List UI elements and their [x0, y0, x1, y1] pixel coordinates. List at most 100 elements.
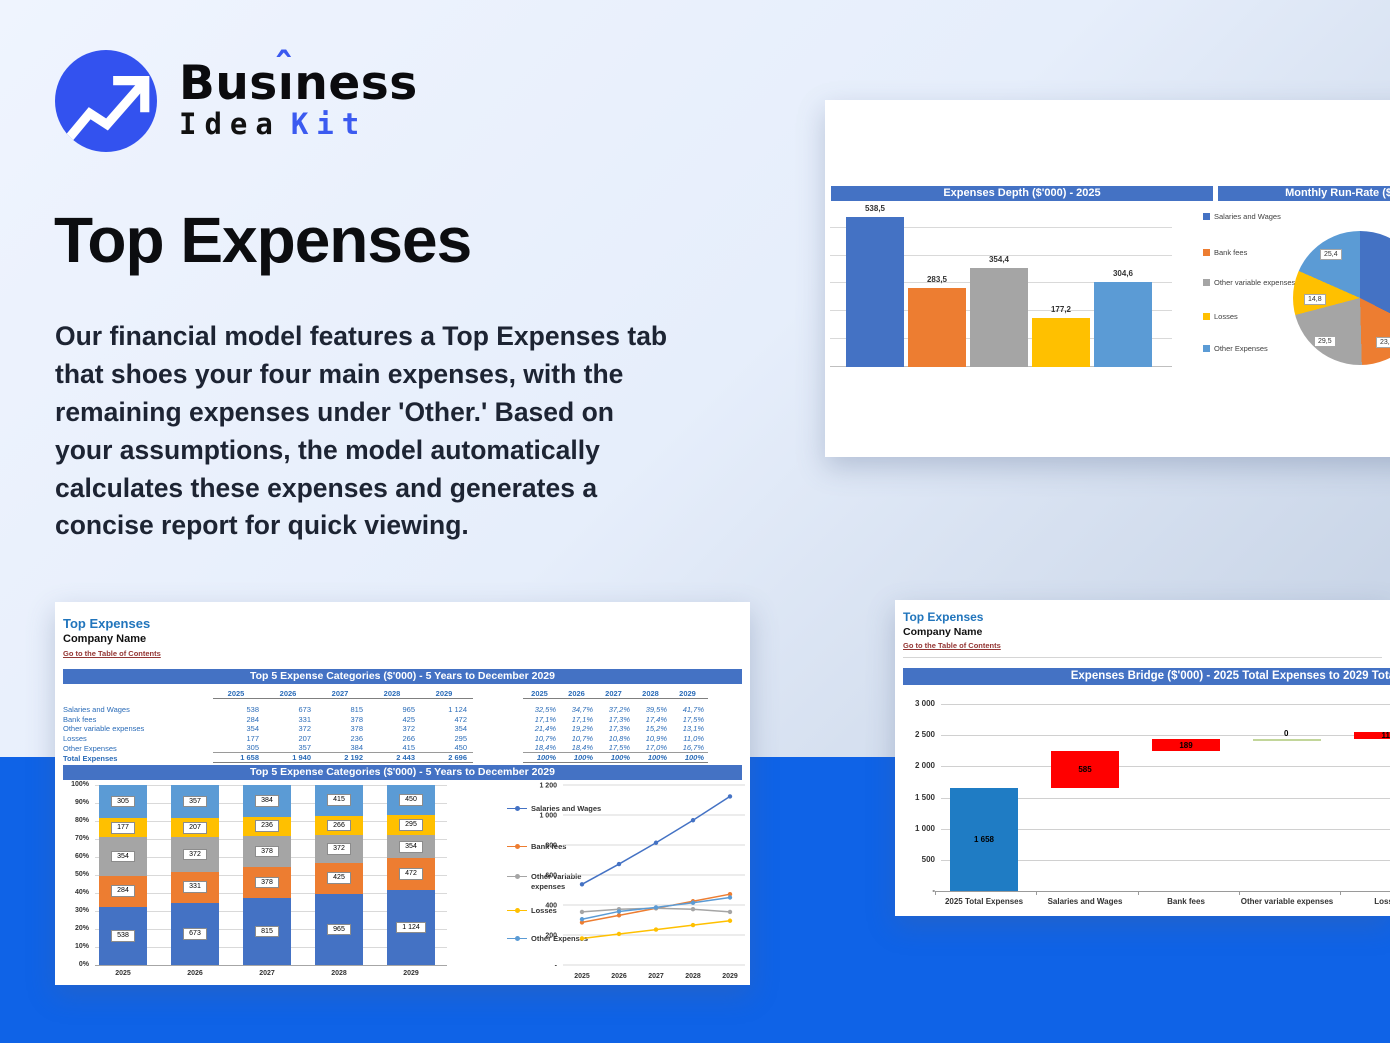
legend-dot [515, 936, 520, 941]
cell-value: 305 [213, 743, 265, 753]
bar-Other Expenses: 304,6 [1094, 269, 1152, 367]
brand-subtitle-idea: Idea [179, 107, 281, 141]
segment-Other Expenses: 357 [171, 785, 219, 819]
segment-data-label: 295 [399, 819, 423, 831]
y-tick-label: 10% [74, 943, 89, 950]
segment-data-label: 331 [183, 881, 207, 894]
segment-Other Expenses: 450 [387, 785, 435, 816]
cell-percent: 100% [634, 753, 671, 763]
cell-percent: 16,7% [671, 743, 708, 753]
stacked-bar-2029: 450 295 354 472 1 124 [387, 785, 435, 965]
table-of-contents-link[interactable]: Go to the Table of Contents [903, 641, 1001, 650]
cell-value: 372 [298, 724, 311, 734]
legend-item: Salaries and Wages [507, 804, 601, 814]
segment-Other variable expenses: 378 [243, 835, 291, 868]
pie-data-label: 23,6 [1376, 337, 1390, 348]
cell-value: 2 192 [317, 753, 369, 763]
cell-value: 284 [246, 714, 259, 724]
bar-data-label: 283,5 [926, 275, 948, 285]
waterfall-bar-2025 Total Expenses: 1 658 [950, 787, 1018, 891]
cell-percent: 2026 [560, 689, 597, 699]
cell-value: 378 [350, 724, 363, 734]
segment-Other Expenses: 384 [243, 785, 291, 817]
segment-Losses: 236 [243, 816, 291, 836]
legend-label: Other variable expenses [1214, 278, 1296, 287]
segment-data-label: 815 [255, 925, 279, 938]
cell-value: 2028 [369, 689, 421, 699]
sheet-title: Top Expenses [63, 616, 151, 631]
y-tick-label: 0% [78, 961, 89, 968]
bar-data-label: 0 [1284, 729, 1289, 739]
bar-data-label: 538,5 [864, 203, 886, 213]
pie-data-label: 29,5 [1314, 336, 1336, 347]
row-label: Other variable expenses [63, 724, 145, 734]
segment-Salaries and Wages: 965 [315, 893, 363, 965]
x-tick-label: 2025 [115, 970, 131, 977]
chart-title-banner: Top 5 Expense Categories ($'000) - 5 Yea… [63, 765, 742, 780]
x-tick-label: 2025 Total Expenses [944, 897, 1024, 906]
expense-table: 2025 2026 2027 2028 2029 2025 2026 2027 2028 2029… [63, 688, 735, 764]
gridline [941, 704, 1390, 705]
data-point [727, 909, 733, 915]
cell-value: 2029 [421, 689, 473, 699]
cell-value: 2 443 [369, 753, 421, 763]
bar-data-label: 354,4 [988, 255, 1010, 265]
cell-percent: 13,1% [682, 724, 704, 734]
cell-percent: 17,0% [634, 743, 671, 753]
segment-data-label: 357 [183, 795, 207, 808]
cell-value: 1 940 [265, 753, 317, 763]
y-tick-label: 60% [74, 853, 89, 860]
cell-value: 673 [298, 705, 311, 715]
page-description: Our financial model features a Top Expen… [55, 321, 668, 541]
cell-value: 357 [265, 743, 317, 753]
brand-name: Busı ˆ ness [179, 46, 418, 111]
y-tick-label: 80% [74, 817, 89, 824]
segment-data-label: 965 [327, 923, 351, 936]
cell-value: 372 [402, 724, 415, 734]
cell-value: 538 [246, 705, 259, 715]
cell-percent: 11,0% [683, 733, 704, 743]
axis-tick [1137, 891, 1139, 895]
pie-data-label: 14,8 [1304, 294, 1326, 305]
cell-value: 295 [454, 733, 467, 743]
bar-Bank fees: 283,5 [908, 275, 966, 367]
x-tick-label: 2029 [722, 973, 738, 980]
segment-Salaries and Wages: 1 124 [387, 889, 435, 965]
cell-percent: 17,1% [571, 714, 593, 724]
stacked-bar-2027: 384 236 378 378 815 [243, 785, 291, 965]
legend-label: Losses [1214, 312, 1238, 321]
table-of-contents-link[interactable]: Go to the Table of Contents [63, 649, 161, 658]
cell-value: 177 [246, 733, 259, 743]
segment-Bank fees: 425 [315, 862, 363, 894]
segment-Bank fees: 331 [171, 871, 219, 903]
cell-percent: 17,5% [597, 743, 634, 753]
cell-value: 2027 [317, 689, 369, 699]
legend-label: Other variable expenses [531, 872, 582, 892]
divider [903, 657, 1382, 658]
cell-percent: 41,7% [682, 705, 704, 715]
segment-data-label: 538 [111, 929, 135, 942]
axis-tick [1036, 891, 1038, 895]
segment-Salaries and Wages: 538 [99, 906, 147, 965]
data-point [616, 861, 622, 867]
axis-line [95, 965, 447, 966]
table-title-banner: Top 5 Expense Categories ($'000) - 5 Yea… [63, 669, 742, 684]
y-tick-label: 70% [74, 835, 89, 842]
waterfall-bar-Other variable expenses [1253, 739, 1321, 742]
segment-data-label: 425 [327, 872, 351, 885]
row-label: Total Expenses [63, 753, 118, 763]
cell-percent: 2027 [597, 689, 634, 699]
segment-Salaries and Wages: 673 [171, 902, 219, 965]
axis-tick [1340, 891, 1342, 895]
cell-percent: 100% [671, 753, 708, 763]
stacked-bar-2028: 415 266 372 425 965 [315, 785, 363, 965]
data-point [690, 922, 696, 928]
segment-data-label: 372 [327, 843, 351, 855]
legend-item: Other variable expenses [1203, 278, 1295, 288]
legend-label: Bank fees [1214, 248, 1248, 257]
cell-value: 2025 [213, 689, 265, 699]
table-row: Total Expenses 1 658 1 940 2 192 2 443 2 696 1… [63, 753, 735, 764]
bar-chart-plot: 538,5 283,5 354,4 177,2 304,6 [838, 204, 1172, 367]
